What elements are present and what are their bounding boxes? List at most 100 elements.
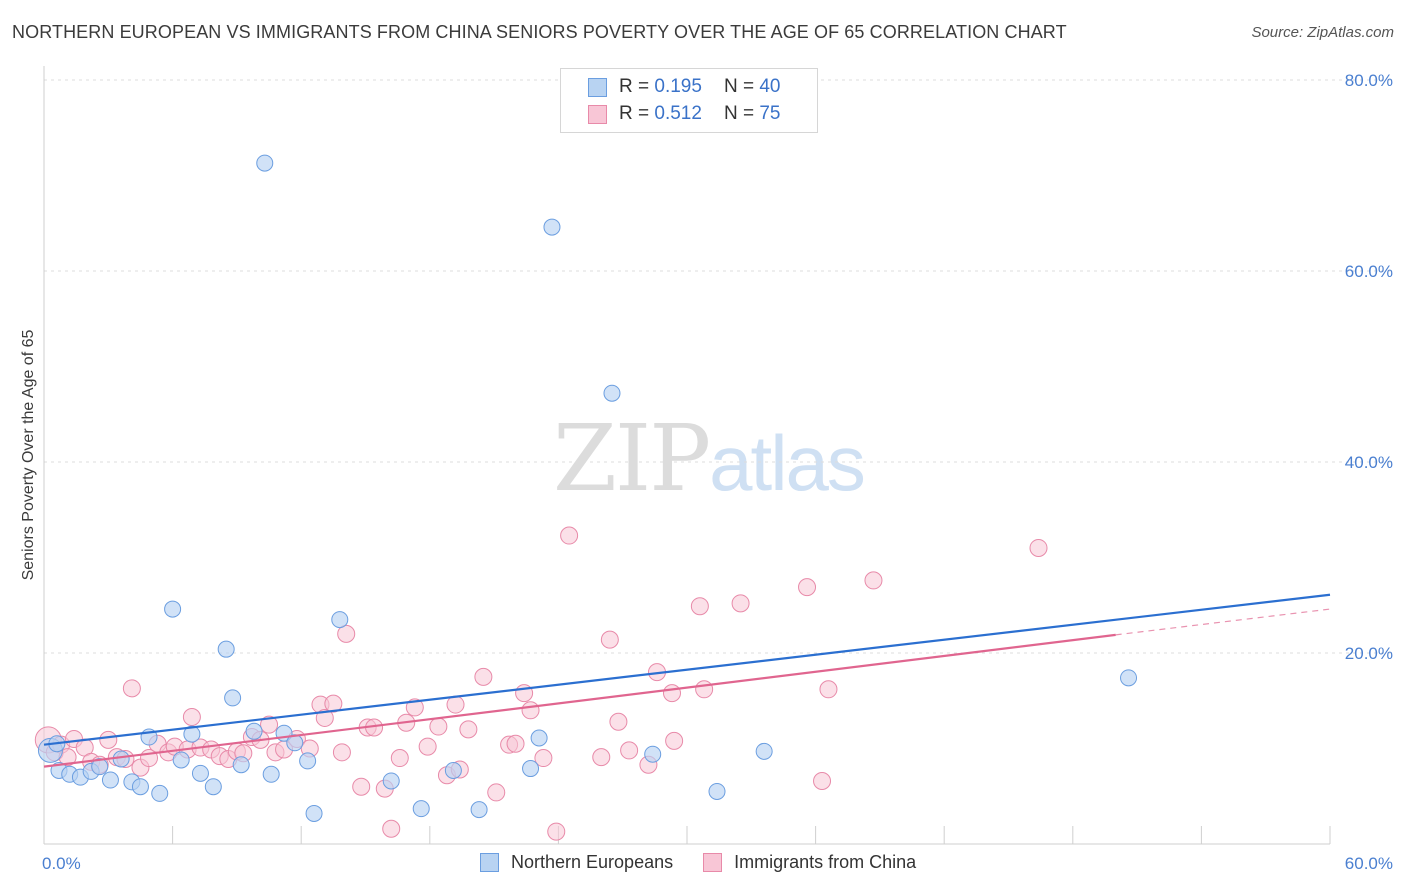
chart-title: NORTHERN EUROPEAN VS IMMIGRANTS FROM CHI… xyxy=(12,22,1067,42)
legend-item-northern-europeans: Northern Europeans xyxy=(480,852,673,873)
china-point xyxy=(695,680,714,699)
china-point xyxy=(382,819,401,838)
china-point xyxy=(182,707,201,726)
china-points xyxy=(34,526,1048,841)
china-point xyxy=(662,684,681,703)
x-tick-label: 0.0% xyxy=(42,854,81,873)
china-point xyxy=(731,594,750,613)
legend-item-immigrants-china: Immigrants from China xyxy=(703,852,916,873)
china-point xyxy=(459,720,478,739)
axes xyxy=(43,66,1331,845)
china-point xyxy=(337,624,356,643)
northern-european-point xyxy=(299,752,317,770)
china-point xyxy=(429,717,448,736)
china-point xyxy=(547,822,566,841)
china-point xyxy=(534,749,553,768)
northern-european-point xyxy=(305,804,323,822)
china-point xyxy=(521,701,540,720)
china-point xyxy=(315,708,334,727)
watermark-atlas: atlas xyxy=(709,419,866,507)
series-legend: Northern Europeans Immigrants from China xyxy=(480,852,946,873)
northern-european-point xyxy=(183,725,201,743)
china-point xyxy=(506,734,525,753)
northern-european-trend-line xyxy=(43,593,1331,746)
northern-european-point xyxy=(245,722,263,740)
northern-european-point xyxy=(112,750,130,768)
legend-swatch-blue xyxy=(588,77,607,97)
china-point xyxy=(560,526,579,545)
northern-european-point xyxy=(262,765,280,783)
y-tick-label: 80.0% xyxy=(1345,71,1393,90)
legend-n-label: N = xyxy=(723,103,755,124)
china-point xyxy=(352,777,371,796)
legend-n-value: 75 xyxy=(759,103,781,124)
northern-european-point xyxy=(470,801,488,819)
legend-label-northern-europeans: Northern Europeans xyxy=(511,852,674,872)
china-point xyxy=(332,743,351,762)
northern-european-point xyxy=(530,729,548,747)
northern-european-point xyxy=(164,600,182,618)
northern-european-point xyxy=(412,800,430,818)
northern-european-points xyxy=(37,154,1138,822)
legend-r-value: 0.195 xyxy=(654,76,702,97)
china-point xyxy=(446,695,465,714)
china-point xyxy=(418,737,437,756)
northern-european-point xyxy=(1120,669,1138,687)
china-point xyxy=(260,715,279,734)
china-point xyxy=(813,771,832,790)
china-point xyxy=(390,749,409,768)
gridlines xyxy=(44,79,1392,654)
northern-european-point xyxy=(256,154,274,172)
china-point xyxy=(592,748,611,767)
x-tick-label: 60.0% xyxy=(1345,854,1393,873)
china-point xyxy=(99,730,118,749)
china-point xyxy=(1029,538,1048,557)
legend-row-northern-europeans: R = 0.195 N = 40 xyxy=(588,75,780,99)
northern-european-point xyxy=(151,784,169,802)
china-point xyxy=(690,597,709,616)
legend-r-label: R = xyxy=(619,103,650,124)
legend-r-label: R = xyxy=(619,76,650,97)
legend-n-label: N = xyxy=(723,76,755,97)
legend-label-immigrants-china: Immigrants from China xyxy=(734,852,917,872)
northern-european-point xyxy=(444,761,462,779)
legend-r-value: 0.512 xyxy=(654,103,702,124)
china-point xyxy=(798,578,817,597)
legend-swatch-blue xyxy=(480,853,499,872)
legend-swatch-pink xyxy=(588,104,607,124)
y-tick-label: 40.0% xyxy=(1345,453,1393,472)
northern-european-point xyxy=(232,756,250,774)
trend-lines xyxy=(43,593,1331,768)
northern-european-point xyxy=(172,751,190,769)
china-point xyxy=(665,731,684,750)
legend-row-immigrants-china: R = 0.512 N = 75 xyxy=(588,102,780,126)
china-point xyxy=(474,667,493,686)
y-tick-label: 20.0% xyxy=(1345,644,1393,663)
northern-european-point xyxy=(91,758,109,776)
china-point xyxy=(819,680,838,699)
china-trend-extension xyxy=(1115,608,1331,636)
northern-european-point xyxy=(644,745,662,763)
legend-swatch-pink xyxy=(703,853,723,872)
china-point xyxy=(609,712,628,731)
northern-european-point xyxy=(191,764,209,782)
northern-european-point xyxy=(755,742,773,760)
watermark-zip: ZIP xyxy=(553,405,711,512)
china-point xyxy=(324,694,343,713)
correlation-legend: R = 0.195 N = 40 R = 0.512 N = 75 xyxy=(560,68,818,133)
northern-european-point xyxy=(522,760,540,778)
china-point xyxy=(620,741,639,760)
china-point xyxy=(405,698,424,717)
china-trend-line xyxy=(43,633,1116,768)
northern-european-point xyxy=(217,640,235,658)
northern-european-point xyxy=(101,771,119,789)
northern-european-point xyxy=(382,772,400,790)
china-point xyxy=(600,630,619,649)
northern-european-point xyxy=(603,384,621,402)
northern-european-point xyxy=(331,611,349,629)
china-point xyxy=(122,679,141,698)
northern-european-point xyxy=(708,782,726,800)
northern-european-point xyxy=(204,778,222,796)
china-point xyxy=(864,571,883,590)
